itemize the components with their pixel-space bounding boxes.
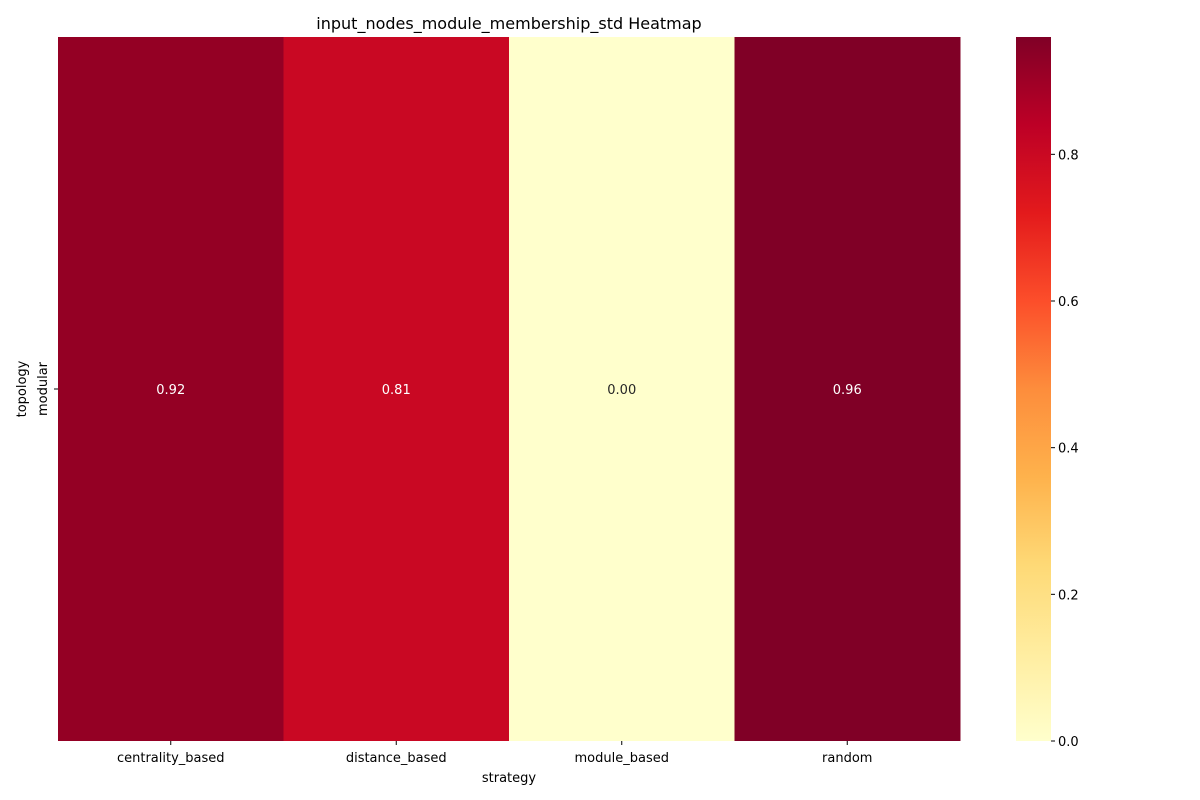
colorbar: [1016, 37, 1051, 741]
colorbar-tick-label: 0.0: [1058, 735, 1079, 750]
heatmap-cells: 0.92 0.81 0.00 0.96: [58, 37, 961, 741]
heatmap-cell: [734, 37, 961, 741]
y-axis-label: topology: [15, 360, 30, 417]
x-axis-ticks: centrality_based distance_based module_bas…: [117, 741, 872, 766]
y-tick-label: modular: [36, 361, 51, 416]
colorbar-tick-label: 0.4: [1058, 442, 1079, 457]
cell-value-label: 0.00: [607, 383, 636, 398]
x-axis-label: strategy: [482, 771, 537, 786]
x-tick-label: distance_based: [346, 751, 447, 766]
colorbar-tick-label: 0.2: [1058, 588, 1079, 603]
colorbar-ticks: 0.0 0.2 0.4 0.6 0.8: [1051, 148, 1079, 750]
heatmap-cell: [283, 37, 510, 741]
cell-value-label: 0.92: [156, 383, 185, 398]
y-axis-ticks: modular: [36, 361, 58, 416]
heatmap-cell: [509, 37, 735, 741]
cell-value-label: 0.81: [382, 383, 411, 398]
colorbar-tick-label: 0.6: [1058, 295, 1079, 310]
x-tick-label: module_based: [575, 751, 669, 766]
x-tick-label: centrality_based: [117, 751, 225, 766]
heatmap-cell: [58, 37, 284, 741]
x-tick-label: random: [822, 751, 872, 766]
colorbar-tick-label: 0.8: [1058, 148, 1079, 163]
cell-value-label: 0.96: [833, 383, 862, 398]
chart-title: input_nodes_module_membership_std Heatma…: [316, 14, 701, 34]
